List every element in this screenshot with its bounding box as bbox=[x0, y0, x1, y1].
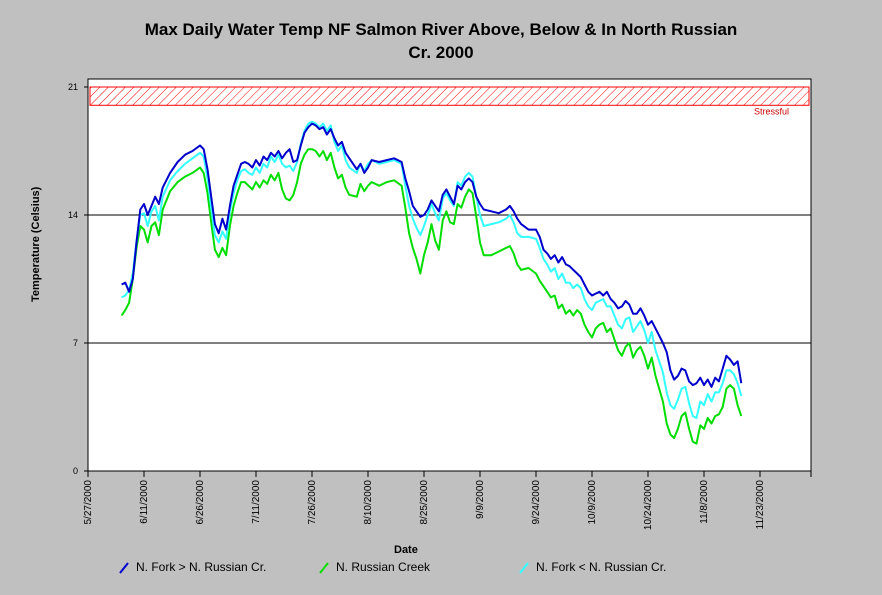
chart-title-line2: Cr. 2000 bbox=[408, 43, 474, 62]
y-tick-label: 14 bbox=[68, 210, 78, 220]
y-tick-label: 21 bbox=[68, 82, 78, 92]
y-axis-label: Temperature (Celsius) bbox=[30, 186, 42, 302]
legend-label-north-russian: N. Russian Creek bbox=[336, 560, 431, 574]
series-line-nfork-below bbox=[121, 120, 743, 419]
x-tick-label: 7/11/2000 bbox=[251, 480, 262, 524]
series-line-nfork-above bbox=[121, 122, 743, 388]
legend-item-north-russian: N. Russian Creek bbox=[318, 560, 430, 575]
legend-label-nfork-below: N. Fork < N. Russian Cr. bbox=[536, 560, 667, 574]
x-tick-label: 5/27/2000 bbox=[83, 480, 94, 525]
legend-swatch-nfork-above bbox=[119, 562, 129, 574]
chart-title-line1: Max Daily Water Temp NF Salmon River Abo… bbox=[144, 20, 738, 39]
legend-label-nfork-above: N. Fork > N. Russian Cr. bbox=[136, 560, 267, 574]
x-tick-label: 9/24/2000 bbox=[531, 480, 542, 525]
x-tick-label: 6/11/2000 bbox=[139, 480, 150, 524]
threshold-label: Stressful bbox=[754, 106, 789, 116]
x-tick-label: 9/9/2000 bbox=[475, 480, 486, 519]
plot-area bbox=[87, 78, 812, 472]
legend-item-nfork-above: N. Fork > N. Russian Cr. bbox=[118, 560, 266, 575]
legend-swatch-nfork-below bbox=[519, 562, 529, 574]
x-tick-label: 6/26/2000 bbox=[195, 480, 206, 525]
x-axis-label: Date bbox=[394, 544, 418, 556]
x-tick-label: 11/23/2000 bbox=[755, 480, 766, 530]
x-tick-label: 8/25/2000 bbox=[419, 480, 430, 525]
threshold-band bbox=[89, 86, 810, 106]
y-tick-label: 7 bbox=[73, 338, 78, 348]
y-tick-label: 0 bbox=[73, 466, 78, 476]
x-tick-label: 10/9/2000 bbox=[587, 480, 598, 525]
x-tick-label: 11/8/2000 bbox=[699, 480, 710, 524]
legend-item-nfork-below: N. Fork < N. Russian Cr. bbox=[518, 560, 666, 575]
x-tick-label: 7/26/2000 bbox=[307, 480, 318, 525]
x-tick-label: 10/24/2000 bbox=[643, 480, 654, 530]
legend-swatch-north-russian bbox=[319, 562, 329, 574]
series-line-north-russian bbox=[120, 148, 743, 445]
x-tick-label: 8/10/2000 bbox=[363, 480, 374, 525]
